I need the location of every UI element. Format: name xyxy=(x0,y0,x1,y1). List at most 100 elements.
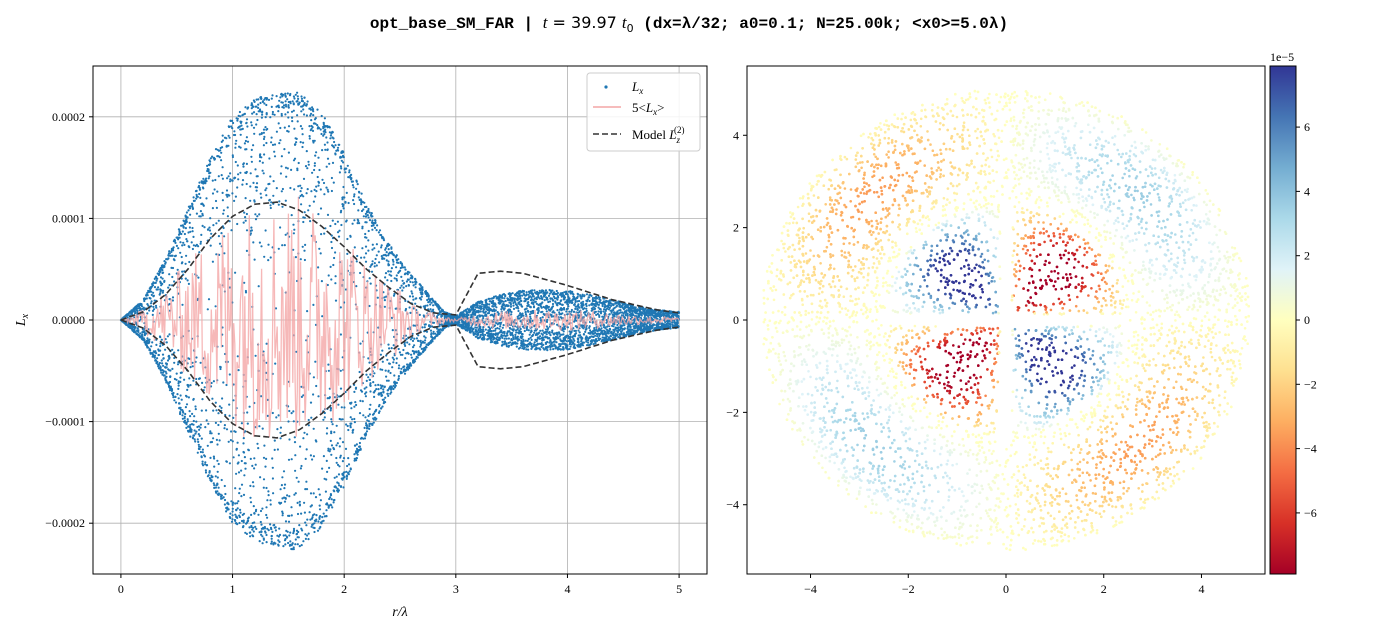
lx-point xyxy=(337,473,341,476)
lx-point xyxy=(367,376,370,379)
lx-point xyxy=(164,370,167,373)
lx-point xyxy=(585,293,589,296)
lx-point xyxy=(365,386,368,389)
lx-point xyxy=(265,128,268,131)
lx-point xyxy=(481,303,484,306)
lx-point xyxy=(434,332,437,335)
lx-point xyxy=(265,103,268,107)
lx-point xyxy=(279,226,282,229)
lx-point xyxy=(423,335,426,338)
lx-point xyxy=(589,329,592,332)
lx-point xyxy=(379,392,382,395)
lx-point xyxy=(369,390,372,393)
lx-point xyxy=(322,418,325,421)
lx-point xyxy=(595,295,598,298)
lx-point xyxy=(365,379,368,382)
lx-point xyxy=(253,512,256,515)
lx-point xyxy=(286,494,289,497)
lx-point xyxy=(314,496,318,499)
lx-point xyxy=(530,338,533,341)
lx-point xyxy=(351,418,354,421)
lx-point xyxy=(614,335,617,338)
lx-point xyxy=(201,214,204,217)
lx-point xyxy=(151,341,154,344)
lx-point xyxy=(660,322,664,325)
lx-point xyxy=(511,331,514,335)
lx-point xyxy=(146,312,149,315)
lx-point xyxy=(504,299,507,303)
lx-point xyxy=(500,295,503,298)
lx-point xyxy=(596,335,599,338)
lx-point xyxy=(274,307,278,310)
lx-point xyxy=(165,366,168,369)
lx-point xyxy=(217,175,220,178)
lx-point xyxy=(214,421,217,424)
lx-point xyxy=(414,302,417,305)
lx-point xyxy=(142,330,145,333)
lx-point xyxy=(585,327,588,330)
lx-point xyxy=(597,310,600,313)
lx-point xyxy=(150,345,153,348)
lx-point xyxy=(344,201,347,204)
lx-point xyxy=(191,412,194,415)
lx-point xyxy=(354,387,357,390)
lx-point xyxy=(242,493,246,496)
lx-point xyxy=(160,338,163,341)
lx-point xyxy=(498,331,501,334)
lx-point xyxy=(420,295,423,298)
lx-point xyxy=(355,403,358,407)
lx-point xyxy=(592,335,595,338)
lx-point xyxy=(337,403,340,406)
lx-point xyxy=(381,368,384,371)
lx-point xyxy=(582,327,585,330)
lx-point xyxy=(330,420,333,423)
lx-point xyxy=(245,136,248,139)
lx-point xyxy=(555,337,558,340)
lx-point xyxy=(148,340,151,343)
lx-point xyxy=(598,300,601,303)
lx-point xyxy=(266,516,269,519)
lx-point xyxy=(147,304,150,307)
lx-point xyxy=(334,222,337,226)
lx-point xyxy=(157,286,160,289)
lx-point xyxy=(573,329,576,332)
lx-point xyxy=(542,336,545,339)
lx-point xyxy=(425,330,429,333)
lx-point xyxy=(620,333,623,336)
lx-point xyxy=(492,309,495,312)
lx-point xyxy=(629,317,632,320)
lx-point xyxy=(197,425,201,428)
lx-point xyxy=(286,111,289,114)
lx-point xyxy=(565,310,568,313)
lx-point xyxy=(551,329,554,332)
lx-point xyxy=(249,484,252,487)
lx-point xyxy=(292,546,295,549)
lx-point xyxy=(504,335,507,338)
lx-point xyxy=(327,190,330,193)
lx-point xyxy=(482,317,485,320)
lx-point xyxy=(538,303,541,306)
lx-point xyxy=(331,161,335,164)
lx-point xyxy=(542,295,545,298)
lx-point xyxy=(660,328,663,331)
lx-point xyxy=(199,242,202,245)
lx-point xyxy=(306,167,309,170)
lx-point xyxy=(601,315,604,318)
lx-point xyxy=(281,205,284,208)
lx-point xyxy=(392,263,395,266)
lx-point xyxy=(224,492,227,496)
lx-point xyxy=(563,297,566,300)
lx-point xyxy=(369,382,372,385)
lx-point xyxy=(653,316,656,319)
lx-point xyxy=(475,316,478,319)
lx-point xyxy=(576,340,579,344)
lx-point xyxy=(273,448,276,451)
lx-point xyxy=(229,172,232,175)
lx-point xyxy=(381,360,384,363)
lx-point xyxy=(540,311,543,314)
lx-point xyxy=(516,339,519,342)
lx-point xyxy=(414,283,417,286)
lx-point xyxy=(638,309,641,312)
lx-point xyxy=(391,366,394,369)
lx-point xyxy=(315,514,318,517)
